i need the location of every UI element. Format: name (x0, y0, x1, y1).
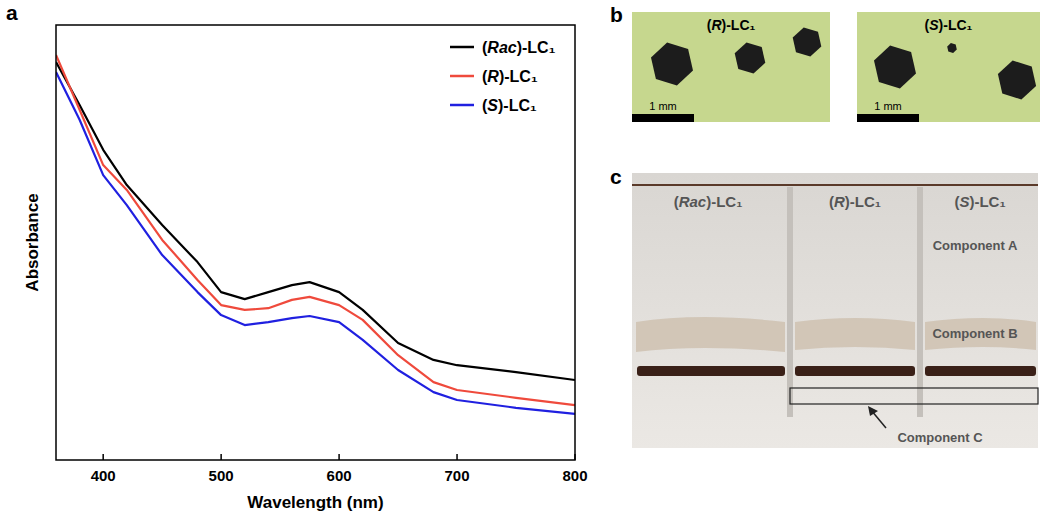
arrow-head (868, 406, 878, 416)
text-part: )-LC₁ (499, 68, 538, 85)
scale-bar-label: 1 mm (649, 100, 677, 112)
figure: a b c 400 500 600 700 800 Wavelength (nm) Absorba… (0, 0, 1043, 524)
crystal (651, 43, 693, 86)
x-tick (102, 454, 104, 460)
panel-letter: a (6, 1, 18, 24)
text-part: S (959, 193, 969, 210)
scale-bar (857, 114, 919, 122)
text-part: S (487, 97, 498, 114)
component-box (790, 388, 1038, 404)
x-tick (220, 454, 222, 460)
crystal (998, 61, 1036, 100)
micrograph-label: (S)-LC₁ (925, 17, 973, 33)
text-part: Rac (487, 39, 516, 56)
panel-letter: c (610, 165, 622, 188)
legend-swatch (450, 75, 474, 78)
band-b (795, 318, 915, 350)
legend-label: (Rac)-LC₁ (482, 39, 556, 56)
text-part: )-LC₁ (722, 17, 756, 33)
micrograph (632, 12, 830, 122)
panel-letter: b (610, 3, 623, 26)
component-label: Component A (933, 238, 1018, 253)
crystal (874, 46, 916, 89)
lane-groove (917, 187, 923, 417)
lane-label: (S)-LC₁ (954, 193, 1005, 210)
x-tick-label: 500 (209, 467, 234, 484)
series-line (56, 72, 575, 414)
band-main (795, 366, 915, 376)
micrograph (857, 12, 1040, 122)
gel (632, 173, 1038, 448)
micrograph-label: (R)-LC₁ (707, 17, 756, 33)
series-line (56, 62, 575, 380)
x-tick-label: 700 (445, 467, 470, 484)
text-part: )-LC₁ (498, 97, 537, 114)
legend-swatch (450, 104, 474, 107)
text-part: )-LC₁ (969, 193, 1005, 210)
crystal (735, 42, 766, 73)
text-part: Rac (679, 193, 707, 210)
crystal (793, 27, 822, 56)
x-tick-label: 800 (562, 467, 587, 484)
scale-bar (632, 114, 694, 122)
band-b (636, 317, 785, 352)
text-part: R (487, 68, 499, 85)
scale-bar-label: 1 mm (874, 100, 902, 112)
text-part: )-LC₁ (845, 193, 881, 210)
x-tick (456, 454, 458, 460)
lane-groove (787, 187, 793, 417)
legend-label: (R)-LC₁ (482, 68, 538, 85)
x-tick-label: 400 (91, 467, 116, 484)
text-part: )-LC₁ (939, 17, 973, 33)
band-main (925, 366, 1036, 376)
legend-swatch (450, 46, 474, 49)
x-tick (574, 454, 576, 460)
x-tick (338, 454, 340, 460)
x-axis-title: Wavelength (nm) (247, 493, 383, 512)
x-tick-label: 600 (327, 467, 352, 484)
plot-frame (56, 25, 575, 460)
series-line (56, 55, 575, 405)
plot-lines (56, 55, 575, 414)
text-part: )-LC₁ (517, 39, 556, 56)
band-b (925, 318, 1036, 350)
legend-label: (S)-LC₁ (482, 97, 537, 114)
lane-label: (Rac)-LC₁ (674, 193, 743, 210)
crystal (947, 43, 957, 53)
y-axis-title: Absorbance (23, 193, 42, 291)
text-part: R (834, 193, 845, 210)
band-main (637, 366, 785, 376)
lane-label: (R)-LC₁ (829, 193, 881, 210)
component-label: Component C (897, 430, 983, 445)
component-label: Component B (932, 326, 1017, 341)
gel-top (632, 184, 1038, 186)
text-part: )-LC₁ (706, 193, 742, 210)
